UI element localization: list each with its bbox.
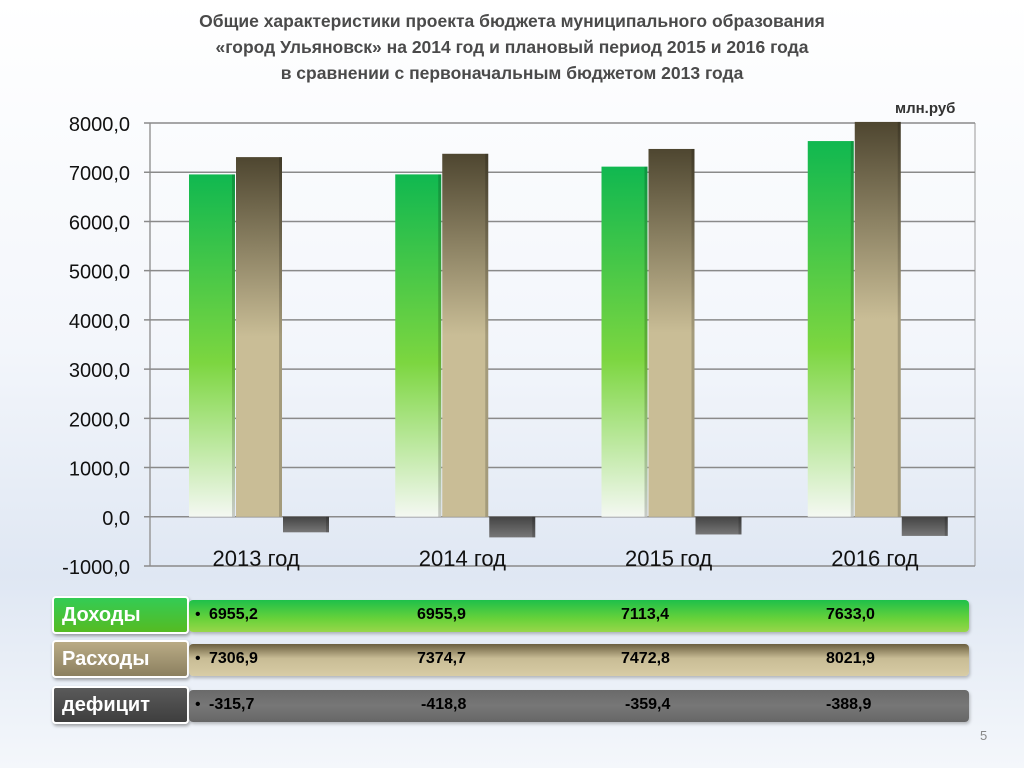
y-tick-label: 5000,0 <box>69 262 130 284</box>
row-band-income: • 6955,2 6955,9 7113,4 7633,0 <box>189 600 969 632</box>
y-tick-label: 6000,0 <box>69 212 130 234</box>
cell-income-2015: 7113,4 <box>621 606 670 623</box>
bar-income <box>189 174 235 517</box>
cell-expense-2016: 8021,9 <box>826 650 875 667</box>
bar-expense-shade <box>279 157 282 517</box>
bar-deficit-shade <box>738 516 742 535</box>
bar-expense <box>648 148 695 517</box>
y-tick-label: -1000,0 <box>62 557 130 579</box>
cell-deficit-2014: -418,8 <box>421 696 467 713</box>
bar-deficit <box>901 516 948 536</box>
row-label-income: Доходы <box>52 596 189 634</box>
bar-expense-shade <box>485 153 489 517</box>
bar-income-shade <box>438 174 442 517</box>
title-line-3: в сравнении с первоначальным бюджетом 20… <box>280 63 744 83</box>
bar-deficit <box>283 516 329 533</box>
bar-income-shade <box>644 166 648 517</box>
cell-income-2013: 6955,2 <box>209 606 258 623</box>
bar-deficit-shade <box>326 516 329 533</box>
y-tick-label: 4000,0 <box>69 311 130 333</box>
page-number: 5 <box>980 728 988 743</box>
cell-deficit-2016: -388,9 <box>826 696 872 713</box>
bar-expense-shade <box>897 121 901 517</box>
bar-income-shade <box>232 174 235 517</box>
y-tick-label: 1000,0 <box>69 459 130 481</box>
y-tick-label: 3000,0 <box>69 360 130 382</box>
cell-expense-2013: 7306,9 <box>209 650 258 667</box>
bar-expense <box>854 121 901 517</box>
bar-deficit-shade <box>944 516 948 536</box>
title-line-1: Общие характеристики проекта бюджета мун… <box>199 11 825 31</box>
y-tick-label: 0,0 <box>102 508 130 530</box>
bar-income-shade <box>850 141 854 517</box>
row-label-expense: Расходы <box>52 640 189 678</box>
bar-income <box>395 174 442 517</box>
bullet: • <box>195 606 201 623</box>
cell-deficit-2015: -359,4 <box>625 696 671 713</box>
bar-chart: -1000,0 0,0 1000,0 2000,0 3000,0 4000,0 5000,0… <box>62 114 976 579</box>
row-label-deficit: дефицит <box>52 686 189 724</box>
cell-deficit-2013: -315,7 <box>209 696 255 713</box>
bullet: • <box>195 696 201 713</box>
cell-expense-2014: 7374,7 <box>417 650 466 667</box>
bar-income <box>807 141 854 517</box>
slide-title: Общие характеристики проекта бюджета мун… <box>0 8 1024 86</box>
y-tick-label: 8000,0 <box>69 114 130 136</box>
table-row-expense: Расходы • 7306,9 7374,7 7472,8 8021,9 <box>52 640 970 678</box>
bar-deficit-shade <box>532 516 536 538</box>
y-tick-label: 7000,0 <box>69 163 130 185</box>
bar-income <box>601 166 648 517</box>
bar-expense <box>236 157 282 517</box>
bar-expense-shade <box>691 148 695 517</box>
bar-expense <box>442 153 489 517</box>
title-line-2: «город Ульяновск» на 2014 год и плановый… <box>215 37 809 57</box>
y-tick-label: 2000,0 <box>69 409 130 431</box>
x-tick-label: 2013 год <box>213 546 300 571</box>
bullet: • <box>195 650 201 667</box>
cell-expense-2015: 7472,8 <box>621 650 670 667</box>
table-row-income: Доходы • 6955,2 6955,9 7113,4 7633,0 <box>52 596 970 634</box>
unit-label: млн.руб <box>895 100 956 117</box>
row-band-deficit: • -315,7 -418,8 -359,4 -388,9 <box>189 690 969 722</box>
row-band-expense: • 7306,9 7374,7 7472,8 8021,9 <box>189 644 969 676</box>
cell-income-2016: 7633,0 <box>826 606 875 623</box>
x-tick-label: 2014 год <box>419 546 506 571</box>
bar-deficit <box>695 516 742 535</box>
table-row-deficit: дефицит • -315,7 -418,8 -359,4 -388,9 <box>52 686 970 724</box>
x-tick-label: 2015 год <box>625 546 712 571</box>
x-tick-label: 2016 год <box>831 546 918 571</box>
bar-deficit <box>489 516 536 538</box>
cell-income-2014: 6955,9 <box>417 606 466 623</box>
